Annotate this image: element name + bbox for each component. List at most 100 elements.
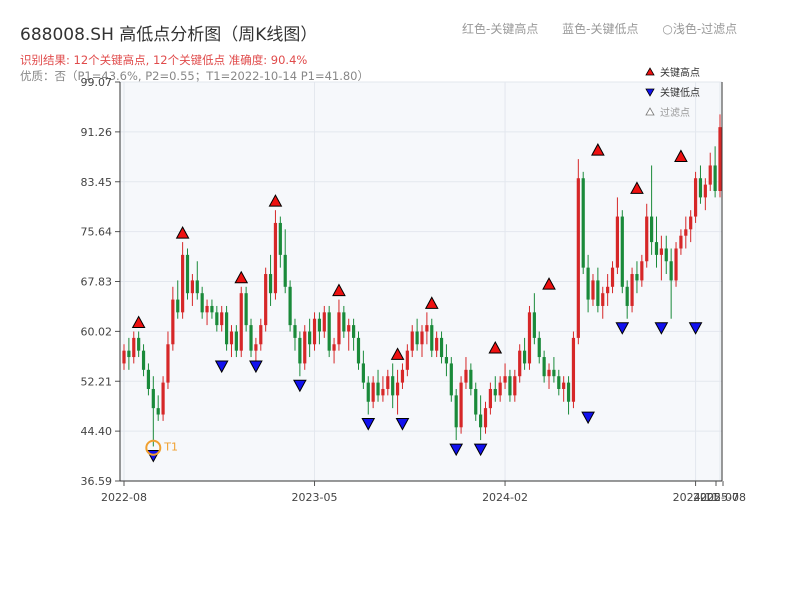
candle [449, 357, 453, 402]
key-low-marker [395, 418, 410, 431]
candle [220, 305, 224, 332]
candle-body [391, 376, 395, 396]
legend-symbol [645, 107, 655, 116]
candle-body [308, 331, 312, 345]
candle-body [195, 280, 199, 294]
candle [625, 280, 629, 319]
candle-body [156, 408, 160, 415]
candle [718, 114, 722, 198]
candle [176, 280, 180, 319]
y-tick-label: 36.59 [81, 475, 113, 488]
candle-body [645, 216, 649, 262]
candle [210, 299, 214, 319]
candle [552, 357, 556, 383]
candle-body [620, 216, 624, 287]
candle-body [210, 305, 214, 313]
candle [493, 376, 497, 402]
candle [464, 357, 468, 389]
candle [239, 286, 243, 358]
candle [298, 331, 302, 377]
candle-body [259, 325, 263, 345]
candle [684, 216, 688, 249]
candle-body [122, 350, 126, 364]
candle-body [537, 337, 541, 358]
key-high-marker [542, 277, 556, 290]
candle-body [151, 388, 155, 409]
candle-body [249, 325, 253, 351]
candle-body [698, 178, 703, 198]
legend-label: 过滤点 [660, 106, 690, 119]
candle [693, 171, 698, 223]
candle-body [601, 293, 605, 306]
candle-body [669, 261, 673, 281]
t1-label: T1 [163, 441, 178, 454]
candle-body [469, 369, 473, 389]
candle [532, 293, 536, 345]
candle [400, 363, 405, 389]
candle [166, 331, 170, 389]
candle [410, 325, 414, 358]
candle-body [224, 312, 229, 345]
candle-body [679, 235, 683, 249]
marker-layer: T1 [131, 143, 703, 463]
candle [391, 363, 395, 409]
candle [610, 261, 615, 294]
candle-body [635, 274, 639, 281]
y-tick-label: 52.21 [81, 375, 113, 388]
candle [151, 376, 155, 447]
page-title: 688008.SH 高低点分析图（周K线图） [20, 25, 318, 45]
candle-body [288, 286, 292, 326]
candle-body [606, 286, 610, 294]
candle [342, 305, 346, 338]
candle-body [205, 305, 209, 313]
candle [361, 350, 365, 389]
legend-label: 关键低点 [660, 86, 700, 99]
candle [293, 318, 297, 351]
candle [415, 318, 419, 351]
candle [654, 216, 659, 268]
key-high-marker [268, 194, 283, 207]
candle-body [703, 184, 707, 198]
candle-body [562, 382, 566, 389]
candle [268, 254, 273, 306]
candle [454, 388, 458, 441]
candle-body [190, 280, 194, 294]
candle [224, 305, 229, 351]
candle-body [425, 325, 429, 332]
candle [141, 344, 146, 377]
candle-body [234, 331, 238, 351]
candle [288, 280, 292, 332]
candle [327, 305, 331, 358]
candle-body [449, 363, 453, 396]
candle [650, 165, 654, 255]
candle [562, 376, 566, 402]
candle-body [488, 388, 492, 409]
candle-body [347, 325, 351, 332]
candle [444, 344, 449, 377]
legend-label: 关键高点 [660, 66, 700, 79]
key-low-marker [361, 418, 376, 431]
candle-body [640, 261, 644, 281]
top-legend-filtered: ○浅色-过滤点 [662, 22, 738, 36]
candle-body [435, 337, 439, 351]
candle [669, 248, 673, 319]
candle-body [342, 312, 346, 332]
candle-body [264, 274, 268, 326]
candle [215, 305, 219, 332]
candle [557, 369, 561, 396]
candle [146, 363, 151, 396]
candle-body [596, 280, 600, 306]
candle [645, 203, 649, 268]
candle-body [220, 312, 224, 326]
candle [601, 286, 605, 319]
candle-body [454, 395, 458, 428]
candle [430, 318, 434, 358]
y-tick-label: 91.26 [81, 126, 113, 139]
candle-body [684, 229, 688, 236]
key-high-marker [630, 181, 644, 194]
candle-body [527, 312, 532, 364]
candle-body [381, 388, 385, 396]
candle [591, 274, 595, 306]
